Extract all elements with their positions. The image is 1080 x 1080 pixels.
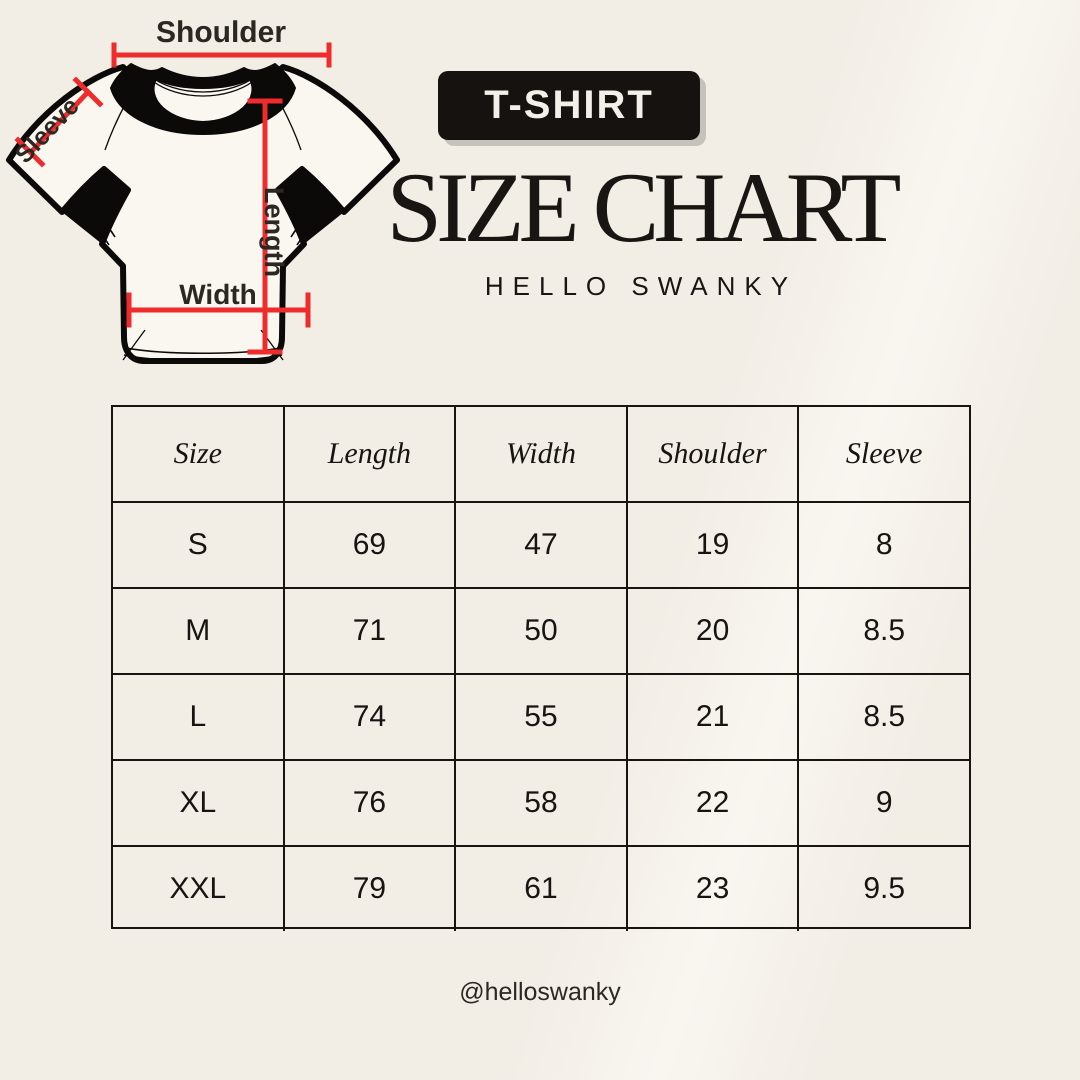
svg-text:Width: Width [179, 279, 257, 310]
svg-text:Length: Length [259, 187, 289, 277]
svg-text:Shoulder: Shoulder [156, 16, 286, 49]
